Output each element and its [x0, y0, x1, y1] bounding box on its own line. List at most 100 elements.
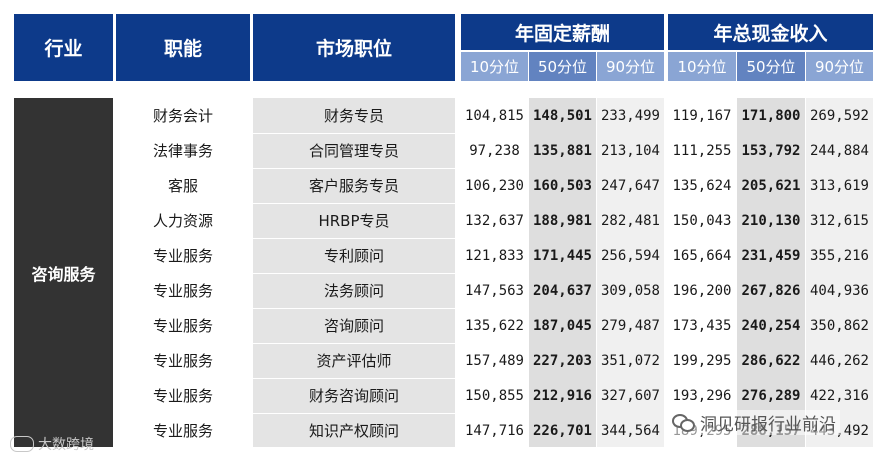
function-cell: 专业服务 [152, 352, 213, 370]
fixed-p10-cell: 157,489 [464, 352, 524, 369]
total-p90-cell: 446,262 [809, 352, 869, 369]
fixed-p90-cell: 279,487 [600, 317, 660, 334]
function-column-band [116, 98, 250, 447]
fixed-p10-cell: 132,637 [464, 212, 524, 229]
total-p50-cell: 205,621 [741, 177, 801, 194]
fixed-p50-cell: 188,981 [532, 212, 592, 229]
fixed-p50-cell: 226,701 [532, 422, 592, 439]
fixed-p10-cell: 135,622 [464, 317, 524, 334]
total-p90-cell: 355,216 [809, 247, 869, 264]
total-p90-band [806, 98, 873, 447]
total-p90-cell: 269,592 [809, 107, 869, 124]
total-p50-cell: 231,459 [741, 247, 801, 264]
fixed-p90-cell: 247,647 [600, 177, 660, 194]
fixed-p10-cell: 106,230 [464, 177, 524, 194]
fixed-p90-cell: 351,072 [600, 352, 660, 369]
fixed-p90-cell: 344,564 [600, 422, 660, 439]
total-p10-cell: 199,295 [672, 352, 732, 369]
function-cell: 人力资源 [152, 212, 213, 230]
total-p10-cell: 150,043 [672, 212, 732, 229]
fixed-p90-cell: 233,499 [600, 107, 660, 124]
function-cell: 财务会计 [152, 107, 213, 125]
total-p10-cell: 135,624 [672, 177, 732, 194]
total-p10-cell: 193,296 [672, 387, 732, 404]
total-p50-cell: 153,792 [741, 142, 801, 159]
fixed-p10-cell: 104,815 [464, 107, 524, 124]
function-cell: 专业服务 [152, 387, 213, 405]
total-p50-cell: 171,800 [741, 107, 801, 124]
fixed-p90-cell: 213,104 [600, 142, 660, 159]
total-p10-cell: 196,200 [672, 282, 732, 299]
position-cell: 客户服务专员 [308, 177, 399, 195]
header-function: 职能 [116, 14, 250, 81]
header-fixed-p90: 90分位 [597, 52, 664, 81]
header-total-p90: 90分位 [806, 52, 873, 81]
fixed-p10-cell: 147,716 [464, 422, 524, 439]
row-separator [253, 378, 455, 379]
fixed-p50-cell: 160,503 [532, 177, 592, 194]
header-total-cash: 年总现金收入 [668, 14, 873, 50]
position-cell: 资产评估师 [316, 352, 392, 370]
fixed-p50-band [529, 98, 596, 447]
fixed-p90-cell: 256,594 [600, 247, 660, 264]
total-p50-band [737, 98, 805, 447]
header-position: 市场职位 [253, 14, 455, 81]
header-fixed-p50: 50分位 [529, 52, 596, 81]
fixed-p10-band [461, 98, 528, 447]
row-separator [253, 273, 455, 274]
fixed-p90-cell: 309,058 [600, 282, 660, 299]
fixed-p50-cell: 135,881 [532, 142, 592, 159]
total-p10-band [668, 98, 736, 447]
row-separator [253, 203, 455, 204]
row-separator [253, 238, 455, 239]
row-separator [253, 308, 455, 309]
total-p50-cell: 286,622 [741, 352, 801, 369]
watermark-left-text: 大数跨境 [38, 437, 94, 453]
position-cell: 咨询顾问 [323, 317, 384, 335]
position-cell: 专利顾问 [323, 247, 384, 265]
function-cell: 客服 [167, 177, 198, 195]
total-p50-cell: 267,826 [741, 282, 801, 299]
fixed-p50-cell: 171,445 [532, 247, 592, 264]
position-cell: 财务专员 [323, 107, 384, 125]
wechat-icon [672, 413, 695, 432]
fixed-p50-cell: 227,203 [532, 352, 592, 369]
total-p90-cell: 312,615 [809, 212, 869, 229]
total-p10-cell: 165,664 [672, 247, 732, 264]
row-separator [253, 343, 455, 344]
watermark-left: 大数跨境 [10, 434, 94, 454]
row-separator [253, 133, 455, 134]
watermark-right: 洞见研报行业前沿 [668, 410, 840, 435]
position-cell: 知识产权顾问 [308, 422, 399, 440]
header-fixed-p10: 10分位 [461, 52, 528, 81]
function-cell: 专业服务 [152, 422, 213, 440]
fixed-p50-cell: 204,637 [532, 282, 592, 299]
fixed-p10-cell: 150,855 [464, 387, 524, 404]
row-separator [253, 413, 455, 414]
position-cell: 财务咨询顾问 [308, 387, 399, 405]
position-column-band [253, 98, 455, 447]
header-fixed-salary: 年固定薪酬 [461, 14, 664, 50]
total-p90-cell: 313,619 [809, 177, 869, 194]
total-p50-cell: 210,130 [741, 212, 801, 229]
total-p10-cell: 111,255 [672, 142, 732, 159]
fixed-p90-band [597, 98, 664, 447]
header-total-p50: 50分位 [737, 52, 805, 81]
position-cell: HRBP专员 [318, 212, 390, 230]
total-p50-cell: 240,254 [741, 317, 801, 334]
total-p90-cell: 422,316 [809, 387, 869, 404]
total-p90-cell: 404,936 [809, 282, 869, 299]
fixed-p50-cell: 148,501 [532, 107, 592, 124]
total-p90-cell: 350,862 [809, 317, 869, 334]
fixed-p10-cell: 147,563 [464, 282, 524, 299]
fixed-p10-cell: 121,833 [464, 247, 524, 264]
total-p10-cell: 173,435 [672, 317, 732, 334]
position-cell: 法务顾问 [323, 282, 384, 300]
total-p50-cell: 276,289 [741, 387, 801, 404]
fixed-p90-cell: 282,481 [600, 212, 660, 229]
total-p10-cell: 119,167 [672, 107, 732, 124]
industry-cell: 咨询服务 [14, 98, 113, 447]
position-cell: 合同管理专员 [308, 142, 399, 160]
function-cell: 专业服务 [152, 317, 213, 335]
row-separator [253, 168, 455, 169]
